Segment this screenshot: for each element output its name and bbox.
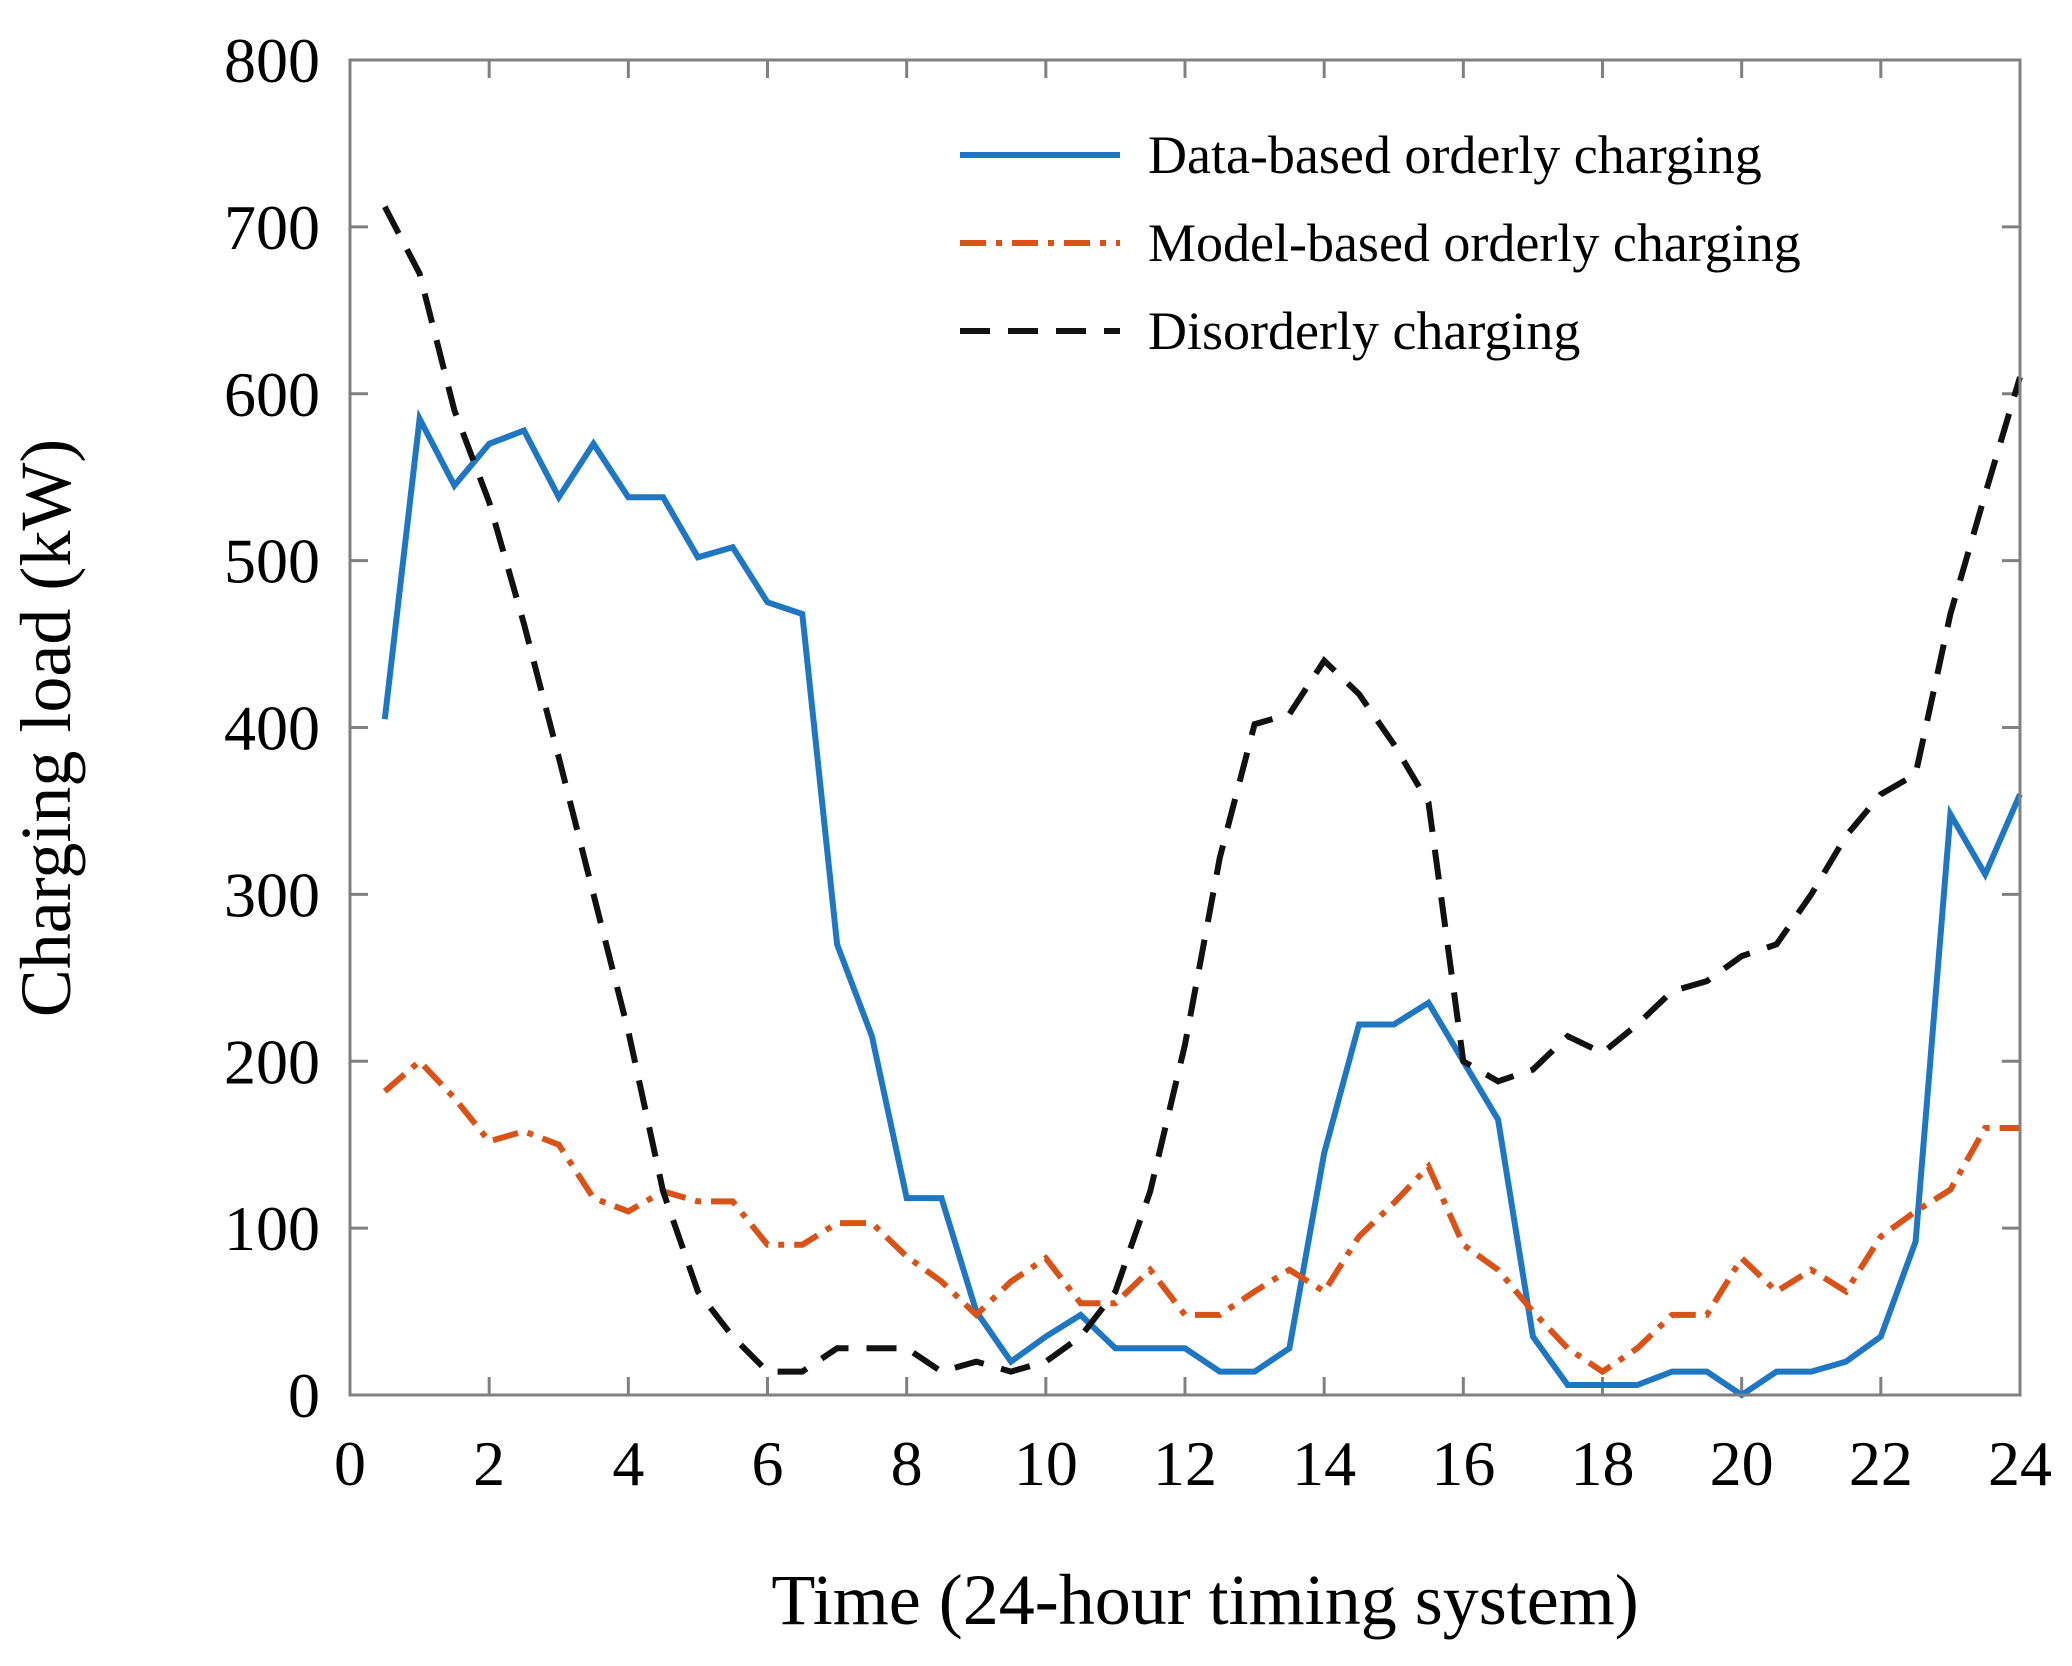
x-tick-label: 4: [612, 1428, 644, 1499]
legend: Data-based orderly charging Model-based o…: [960, 125, 1801, 361]
y-tick-label: 500: [224, 526, 320, 597]
x-tick-label: 8: [891, 1428, 923, 1499]
x-tick-label: 18: [1571, 1428, 1635, 1499]
x-tick-label: 12: [1153, 1428, 1217, 1499]
y-tick-label: 400: [224, 693, 320, 764]
x-tick-label: 6: [752, 1428, 784, 1499]
y-tick-label: 100: [224, 1193, 320, 1264]
x-tick-label: 10: [1014, 1428, 1078, 1499]
x-axis-ticks: 0 2 4 6 8 10 12 14 16 18 20 22 24: [334, 60, 2052, 1499]
legend-label-2: Model-based orderly charging: [1148, 213, 1801, 273]
y-axis-title: Charging load (kW): [6, 439, 86, 1018]
x-axis-title: Time (24-hour timing system): [771, 1560, 1638, 1640]
series-line-2: [382, 1057, 2020, 1376]
legend-label-1: Data-based orderly charging: [1148, 125, 1762, 185]
x-tick-label: 22: [1849, 1428, 1913, 1499]
y-tick-label: 200: [224, 1026, 320, 1097]
plot-area-frame: [348, 58, 2022, 1397]
x-tick-label: 16: [1431, 1428, 1495, 1499]
legend-label-3: Disorderly charging: [1148, 301, 1580, 361]
x-tick-label: 0: [334, 1428, 366, 1499]
x-tick-label: 14: [1292, 1428, 1356, 1499]
y-tick-label: 300: [224, 859, 320, 930]
y-tick-label: 0: [288, 1360, 320, 1431]
series-line-1: [381, 408, 2023, 1399]
x-tick-label: 2: [473, 1428, 505, 1499]
series-line-3: [382, 205, 2023, 1375]
series-layer: [381, 205, 2023, 1399]
y-tick-label: 600: [224, 359, 320, 430]
y-tick-label: 700: [224, 192, 320, 263]
y-axis-ticks: 0 100 200 300 400 500 600 700 800: [224, 25, 2020, 1431]
x-tick-label: 20: [1710, 1428, 1774, 1499]
y-tick-label: 800: [224, 25, 320, 96]
x-tick-label: 24: [1988, 1428, 2052, 1499]
